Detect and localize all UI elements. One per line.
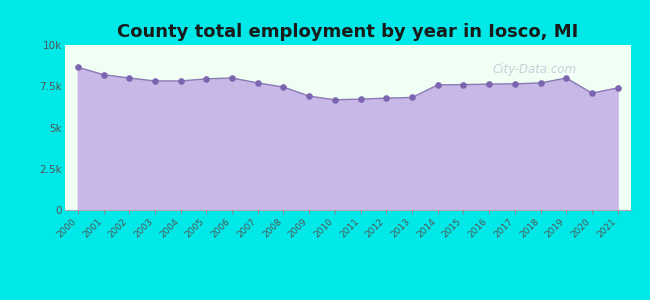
Point — [202, 76, 212, 81]
Point — [587, 91, 597, 96]
Point — [407, 95, 417, 100]
Point — [381, 96, 391, 100]
Point — [432, 82, 443, 87]
Point — [330, 98, 340, 102]
Point — [484, 82, 494, 86]
Title: County total employment by year in Iosco, MI: County total employment by year in Iosco… — [117, 23, 578, 41]
Text: City-Data.com: City-Data.com — [492, 63, 577, 76]
Point — [253, 80, 263, 85]
Point — [356, 97, 366, 101]
Point — [304, 94, 315, 98]
Point — [458, 82, 469, 87]
Point — [510, 81, 520, 86]
Point — [98, 72, 109, 77]
Point — [561, 76, 571, 80]
Point — [227, 76, 237, 80]
Point — [73, 65, 83, 70]
Point — [278, 85, 289, 89]
Point — [150, 79, 160, 83]
Point — [124, 76, 135, 80]
Point — [536, 80, 546, 85]
Point — [176, 79, 186, 83]
Point — [612, 85, 623, 90]
